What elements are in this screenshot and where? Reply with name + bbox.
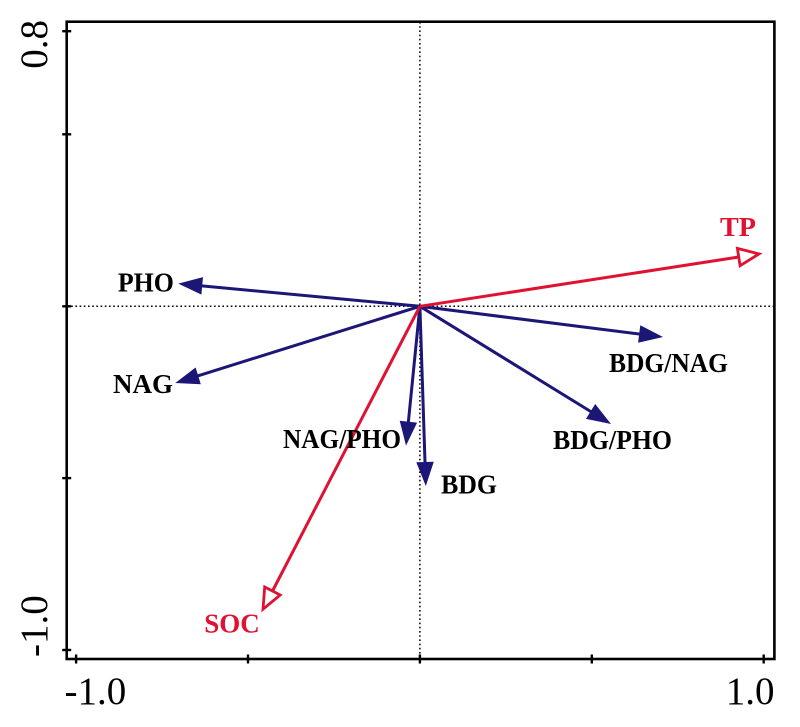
svg-text:-1.0: -1.0	[13, 595, 56, 657]
svg-text:NAG: NAG	[113, 369, 173, 400]
svg-text:1.0: 1.0	[726, 670, 775, 713]
svg-text:TP: TP	[720, 212, 756, 243]
svg-text:0.8: 0.8	[13, 20, 56, 69]
svg-text:-1.0: -1.0	[65, 670, 127, 713]
svg-text:BDG: BDG	[441, 469, 497, 500]
svg-text:BDG/PHO: BDG/PHO	[553, 425, 672, 456]
svg-text:NAG/PHO: NAG/PHO	[283, 424, 401, 455]
svg-text:SOC: SOC	[204, 609, 259, 640]
svg-text:PHO: PHO	[118, 268, 174, 299]
svg-text:BDG/NAG: BDG/NAG	[609, 348, 728, 379]
